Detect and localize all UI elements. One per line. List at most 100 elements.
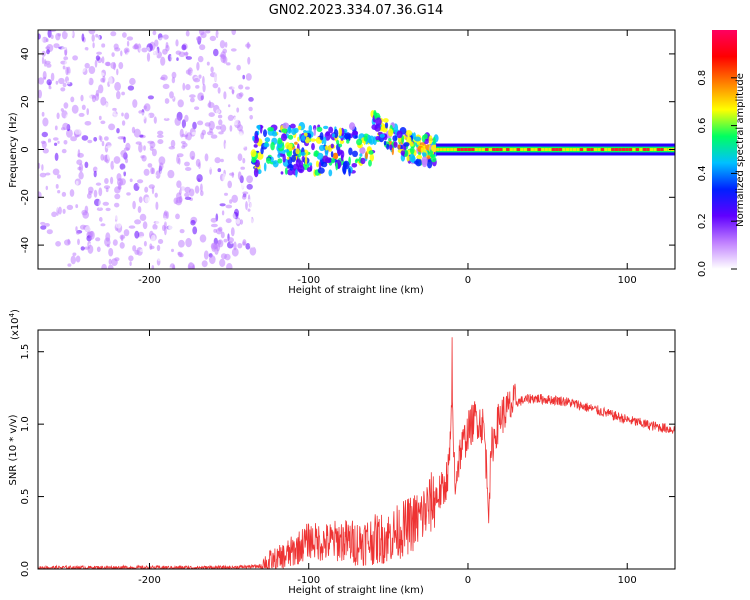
heatmap-cell [368, 135, 375, 145]
heatmap-cell [154, 54, 157, 61]
heatmap-cell [242, 157, 246, 164]
heatmap-cell [249, 201, 257, 210]
heatmap-cell [169, 123, 175, 131]
heatmap-cell [119, 242, 125, 249]
heatmap-cell [189, 182, 196, 191]
heatmap-cell [130, 56, 137, 62]
heatmap-cell [94, 37, 100, 45]
heatmap-cell [202, 83, 206, 93]
heatmap-cell [388, 138, 392, 142]
heatmap-cell [200, 31, 207, 39]
heatmap-cell [183, 202, 187, 207]
heatmap-cell [41, 106, 47, 111]
heatmap-cell [130, 153, 135, 162]
heatmap-cell [328, 126, 334, 134]
heatmap-cell [78, 171, 84, 180]
heatmap-cell [79, 224, 87, 230]
heatmap-cell [321, 161, 328, 168]
heatmap-cell [405, 130, 413, 137]
heatmap-cell [260, 146, 264, 155]
heatmap-cell [152, 36, 156, 40]
heatmap-cell [215, 109, 220, 114]
heatmap-cell [84, 121, 92, 126]
heatmap-cell [195, 128, 199, 132]
heatmap-cell [164, 111, 169, 120]
heatmap-cell [84, 161, 89, 168]
heatmap-cell [254, 159, 260, 168]
heatmap-cell [184, 173, 188, 179]
heatmap-cell [331, 157, 336, 164]
heatmap-cell [241, 141, 247, 148]
heatmap-cell [117, 178, 123, 187]
heatmap-cell [105, 232, 111, 242]
heatmap-cell [87, 244, 94, 254]
heatmap-cell [128, 255, 134, 262]
carrier-cell [439, 148, 443, 151]
heatmap-cell [247, 198, 251, 204]
heatmap-cell [187, 262, 194, 269]
heatmap-cell [156, 253, 161, 262]
heatmap-cell [121, 120, 126, 126]
y-tick-label: 40 [20, 48, 31, 61]
heatmap-cell [147, 140, 155, 144]
heatmap-cell [217, 34, 221, 37]
y-tick-label: 20 [20, 95, 31, 108]
heatmap-cell [87, 139, 93, 144]
heatmap-cell [204, 153, 209, 162]
heatmap-cell [58, 206, 62, 215]
heatmap-cell [181, 145, 186, 149]
heatmap-cell [185, 30, 190, 37]
heatmap-cell [155, 170, 161, 179]
heatmap-cell [97, 220, 102, 226]
heatmap-cell [138, 196, 143, 203]
heatmap-cell [137, 174, 141, 179]
heatmap-cell [199, 234, 207, 243]
heatmap-cell [166, 164, 173, 169]
colorbar-tick-label: 0.6 [697, 118, 708, 134]
heatmap-cell [221, 71, 226, 79]
heatmap-cell [252, 135, 255, 141]
heatmap-cell [223, 30, 230, 33]
heatmap-cell [118, 62, 124, 70]
heatmap-cell [285, 142, 291, 150]
heatmap-cell [209, 35, 217, 42]
heatmap-cell [102, 104, 107, 112]
heatmap-cell [158, 156, 166, 166]
heatmap-cell [137, 206, 142, 213]
heatmap-cell [111, 228, 115, 233]
heatmap-cell [305, 136, 310, 144]
spectrogram-x-ticks: -200 -100 0 100 [138, 30, 637, 286]
heatmap-cell [132, 241, 136, 247]
heatmap-cell [294, 141, 298, 145]
heatmap-cell [238, 92, 244, 97]
heatmap-cell [61, 46, 67, 51]
heatmap-cell [147, 163, 153, 168]
heatmap-cell [213, 48, 219, 57]
heatmap-cell [210, 134, 218, 139]
heatmap-cell [225, 204, 233, 209]
heatmap-cell [149, 243, 153, 250]
snr-background [38, 330, 675, 569]
heatmap-cell [46, 63, 52, 68]
heatmap-cell [120, 150, 127, 158]
heatmap-cell [234, 177, 238, 186]
heatmap-cell [45, 207, 49, 213]
heatmap-cell [164, 98, 170, 104]
heatmap-cell [241, 182, 248, 187]
heatmap-cell [146, 52, 151, 62]
heatmap-cell [351, 163, 358, 168]
heatmap-cell [114, 186, 121, 194]
heatmap-cell [359, 147, 366, 154]
heatmap-cell [213, 228, 218, 233]
heatmap-cell [203, 250, 209, 260]
heatmap-cell [61, 191, 67, 197]
carrier-cell [632, 148, 636, 151]
heatmap-cell [414, 136, 421, 142]
heatmap-cell [81, 193, 88, 203]
heatmap-cell [198, 74, 202, 79]
heatmap-cell [218, 97, 222, 106]
heatmap-cell [382, 118, 389, 123]
heatmap-cell [181, 44, 187, 51]
snr-y-ticks: 0.0 0.5 1.0 1.5 [20, 344, 675, 577]
heatmap-cell [43, 76, 47, 80]
